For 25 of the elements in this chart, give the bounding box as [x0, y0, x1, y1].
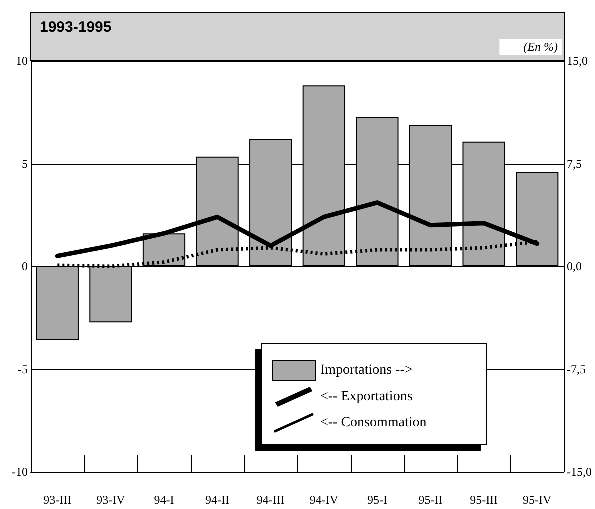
y-tick-label: 5 [22, 156, 28, 171]
y-tick-label: 0 [22, 260, 28, 274]
y-tick-label: -5 [18, 362, 28, 376]
text: (En %) [524, 40, 558, 54]
chart-title: 1993-1995 [40, 19, 112, 36]
x-tick-label: 95-IV [523, 493, 552, 507]
legend-label: Importations --> [320, 363, 413, 378]
x-tick-label: 93-III [44, 493, 72, 507]
y2-tick-label: 7,5 [567, 156, 582, 171]
x-tick-label: 95-III [470, 493, 498, 507]
y2-tick-label: 15,0 [567, 54, 588, 68]
x-tick-label: 94-II [206, 493, 230, 507]
legend-label: <-- Exportations [320, 390, 413, 404]
y2-tick-label: -7,5 [567, 362, 586, 376]
legend-label: <-- Consommation [320, 416, 427, 430]
x-tick-label: 95-II [418, 493, 443, 507]
y-tick-label: -10 [12, 465, 28, 479]
x-tick-label: 94-IV [310, 493, 339, 507]
x-tick-label: 95-I [367, 493, 388, 507]
y-tick-label: 10 [16, 54, 28, 68]
y2-tick-label: 0,0 [567, 260, 582, 274]
x-tick-label: 94-III [256, 493, 285, 507]
x-tick-label: 94-I [154, 493, 174, 507]
y2-tick-label: -15,0 [567, 465, 592, 479]
x-tick-label: 93-IV [96, 493, 126, 507]
